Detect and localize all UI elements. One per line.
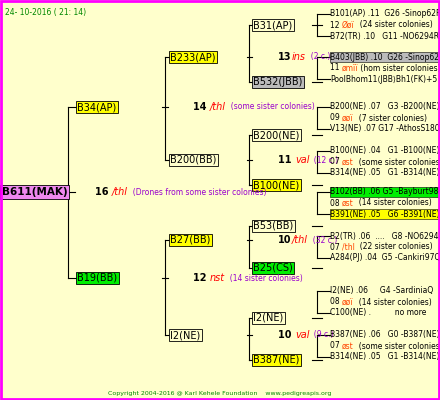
Text: (14 sister colonies): (14 sister colonies) [225, 274, 303, 282]
Text: 08: 08 [330, 298, 342, 306]
Text: (Drones from some sister colonies): (Drones from some sister colonies) [128, 188, 266, 196]
Text: øst: øst [342, 342, 354, 350]
Text: 07: 07 [330, 158, 342, 166]
Text: (some sister colonies): (some sister colonies) [354, 158, 440, 166]
Text: B200(NE): B200(NE) [253, 130, 299, 140]
Text: val: val [295, 155, 309, 165]
Text: (7 sister colonies): (7 sister colonies) [354, 114, 427, 122]
Text: Copyright 2004-2016 @ Karl Kehele Foundation    www.pedigreapis.org: Copyright 2004-2016 @ Karl Kehele Founda… [108, 391, 332, 396]
Text: B387(NE): B387(NE) [253, 355, 299, 365]
Text: PoolBhom11⟨JBB⟩Bh1(FK)+5: PoolBhom11⟨JBB⟩Bh1(FK)+5 [330, 74, 437, 84]
Text: B611(MAK): B611(MAK) [2, 187, 68, 197]
Text: C100(NE) .          no more: C100(NE) . no more [330, 308, 426, 318]
Text: 09: 09 [330, 114, 342, 122]
Text: /thl: /thl [342, 242, 355, 252]
Text: (some sister colonies): (some sister colonies) [226, 102, 315, 112]
Text: 07: 07 [330, 342, 342, 350]
Text: B102(BB) .06 G5 -Bayburt98-3: B102(BB) .06 G5 -Bayburt98-3 [330, 188, 440, 196]
Text: (hom sister colonies): (hom sister colonies) [358, 64, 440, 72]
Text: 11: 11 [278, 155, 295, 165]
Text: A284(PJ) .04  G5 -Cankiri97Q: A284(PJ) .04 G5 -Cankiri97Q [330, 254, 440, 262]
Text: (some sister colonies): (some sister colonies) [354, 342, 440, 350]
Text: B19(BB): B19(BB) [77, 273, 117, 283]
Text: /thl: /thl [291, 235, 308, 245]
Text: 12: 12 [330, 20, 342, 30]
Text: B391(NE) .05   G6 -B391(NE): B391(NE) .05 G6 -B391(NE) [330, 210, 440, 218]
Text: B53(BB): B53(BB) [253, 221, 293, 231]
Text: B25(CS): B25(CS) [253, 263, 293, 273]
Text: (14 sister colonies): (14 sister colonies) [354, 198, 432, 208]
Text: B100(NE): B100(NE) [253, 180, 299, 190]
Text: 24- 10-2016 ( 21: 14): 24- 10-2016 ( 21: 14) [5, 8, 86, 17]
Text: 14: 14 [193, 102, 210, 112]
Text: ømïï: ømïï [342, 64, 358, 72]
Text: øøï: øøï [342, 298, 353, 306]
Text: (32 c.): (32 c.) [308, 236, 337, 244]
Text: 08: 08 [330, 198, 342, 208]
Text: 11: 11 [330, 64, 342, 72]
Text: B314(NE) .05   G1 -B314(NE): B314(NE) .05 G1 -B314(NE) [330, 352, 440, 362]
Text: B31(AP): B31(AP) [253, 20, 292, 30]
Text: B27(BB): B27(BB) [170, 235, 210, 245]
Text: I2(NE): I2(NE) [253, 313, 283, 323]
Text: B200(BB): B200(BB) [170, 155, 216, 165]
Text: 10: 10 [278, 235, 291, 245]
Text: (24 sister colonies): (24 sister colonies) [355, 20, 433, 30]
Text: /thl: /thl [210, 102, 226, 112]
Text: B100(NE) .04   G1 -B100(NE): B100(NE) .04 G1 -B100(NE) [330, 146, 440, 156]
Text: 12: 12 [193, 273, 210, 283]
Text: øst: øst [342, 198, 354, 208]
Text: B387(NE) .06   G0 -B387(NE): B387(NE) .06 G0 -B387(NE) [330, 330, 440, 340]
Text: B200(NE) .07   G3 -B200(NE): B200(NE) .07 G3 -B200(NE) [330, 102, 440, 112]
Text: B34(AP): B34(AP) [77, 102, 116, 112]
Text: B532(JBB): B532(JBB) [253, 77, 302, 87]
Text: V13(NE) .07 G17 -AthosS180R: V13(NE) .07 G17 -AthosS180R [330, 124, 440, 134]
Text: 07: 07 [330, 242, 342, 252]
Text: 10: 10 [278, 330, 295, 340]
Text: /thl: /thl [112, 187, 128, 197]
Text: (14 sister colonies): (14 sister colonies) [353, 298, 431, 306]
Text: nst: nst [210, 273, 225, 283]
Text: B101(AP) .11  G26 -Sinop62R: B101(AP) .11 G26 -Sinop62R [330, 10, 440, 18]
Text: B2(TR) .06  ....   G8 -NO6294R: B2(TR) .06 .... G8 -NO6294R [330, 232, 440, 240]
Text: (2 c.): (2 c.) [305, 52, 330, 62]
Text: val: val [295, 330, 309, 340]
Text: B403(JBB) .10  G26 -Sinop62R: B403(JBB) .10 G26 -Sinop62R [330, 52, 440, 62]
Text: Øøï: Øøï [342, 20, 355, 30]
Text: B72(TR) .10   G11 -NO6294R: B72(TR) .10 G11 -NO6294R [330, 32, 439, 40]
Text: B233(AP): B233(AP) [170, 52, 216, 62]
Text: øøï: øøï [342, 114, 354, 122]
Text: I2(NE) .06     G4 -SardiniaQ: I2(NE) .06 G4 -SardiniaQ [330, 286, 433, 296]
Text: (9 c.): (9 c.) [309, 330, 334, 340]
Text: (12 c.): (12 c.) [309, 156, 338, 164]
Text: ins: ins [291, 52, 305, 62]
Text: 16: 16 [95, 187, 112, 197]
Text: (22 sister colonies): (22 sister colonies) [355, 242, 433, 252]
Text: I2(NE): I2(NE) [170, 330, 200, 340]
Text: øst: øst [342, 158, 354, 166]
Text: 13: 13 [278, 52, 291, 62]
Text: B314(NE) .05   G1 -B314(NE): B314(NE) .05 G1 -B314(NE) [330, 168, 440, 178]
